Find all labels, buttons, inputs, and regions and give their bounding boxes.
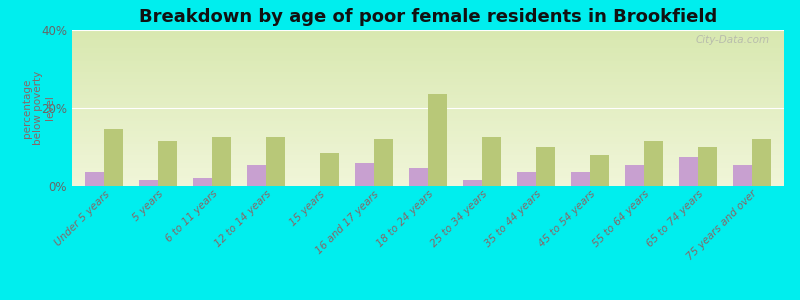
Bar	[536, 147, 554, 186]
Bar	[644, 141, 662, 186]
Bar	[72, 72, 784, 74]
Bar	[72, 87, 784, 90]
Text: City-Data.com: City-Data.com	[696, 35, 770, 45]
Bar	[517, 172, 536, 186]
Bar	[72, 33, 784, 35]
Bar	[266, 137, 285, 186]
Bar	[72, 142, 784, 144]
Bar	[72, 35, 784, 38]
Bar	[72, 69, 784, 72]
Bar	[320, 153, 339, 186]
Bar	[139, 180, 158, 186]
Bar	[72, 51, 784, 53]
Bar	[212, 137, 231, 186]
Bar	[72, 155, 784, 158]
Bar	[698, 147, 717, 186]
Bar	[72, 98, 784, 100]
Bar	[625, 164, 644, 186]
Bar	[72, 181, 784, 183]
Bar	[72, 80, 784, 82]
Bar	[72, 176, 784, 178]
Title: Breakdown by age of poor female residents in Brookfield: Breakdown by age of poor female resident…	[139, 8, 717, 26]
Bar	[72, 158, 784, 160]
Bar	[72, 139, 784, 142]
Bar	[72, 38, 784, 40]
Bar	[72, 124, 784, 126]
Bar	[72, 150, 784, 152]
Bar	[72, 111, 784, 113]
Bar	[72, 144, 784, 147]
Bar	[72, 100, 784, 103]
Bar	[72, 103, 784, 105]
Y-axis label: percentage
below poverty
level: percentage below poverty level	[22, 71, 55, 145]
Bar	[104, 129, 123, 186]
Bar	[590, 155, 609, 186]
Bar	[86, 172, 104, 186]
Bar	[194, 178, 212, 186]
Bar	[72, 163, 784, 165]
Bar	[72, 173, 784, 176]
Bar	[72, 74, 784, 77]
Bar	[72, 105, 784, 108]
Bar	[72, 116, 784, 118]
Bar	[72, 136, 784, 139]
Bar	[463, 180, 482, 186]
Bar	[72, 165, 784, 168]
Bar	[72, 147, 784, 150]
Bar	[72, 131, 784, 134]
Bar	[72, 134, 784, 136]
Bar	[679, 157, 698, 186]
Bar	[72, 95, 784, 98]
Bar	[752, 139, 770, 186]
Bar	[72, 43, 784, 46]
Bar	[72, 170, 784, 173]
Bar	[72, 183, 784, 186]
Bar	[72, 82, 784, 85]
Bar	[355, 163, 374, 186]
Bar	[72, 85, 784, 87]
Bar	[72, 64, 784, 66]
Bar	[72, 66, 784, 69]
Bar	[72, 77, 784, 80]
Bar	[72, 56, 784, 58]
Bar	[72, 113, 784, 116]
Bar	[374, 139, 393, 186]
Bar	[72, 152, 784, 155]
Bar	[72, 168, 784, 170]
Bar	[72, 129, 784, 131]
Bar	[72, 126, 784, 129]
Bar	[72, 46, 784, 48]
Bar	[409, 168, 428, 186]
Bar	[72, 178, 784, 181]
Bar	[158, 141, 177, 186]
Bar	[72, 92, 784, 95]
Bar	[72, 30, 784, 33]
Bar	[72, 160, 784, 163]
Bar	[72, 61, 784, 64]
Bar	[72, 53, 784, 56]
Bar	[733, 164, 752, 186]
Bar	[72, 58, 784, 61]
Bar	[72, 48, 784, 51]
Bar	[571, 172, 590, 186]
Bar	[247, 164, 266, 186]
Bar	[428, 94, 447, 186]
Bar	[72, 108, 784, 111]
Bar	[72, 90, 784, 92]
Bar	[72, 121, 784, 124]
Bar	[72, 118, 784, 121]
Bar	[482, 137, 501, 186]
Bar	[72, 40, 784, 43]
